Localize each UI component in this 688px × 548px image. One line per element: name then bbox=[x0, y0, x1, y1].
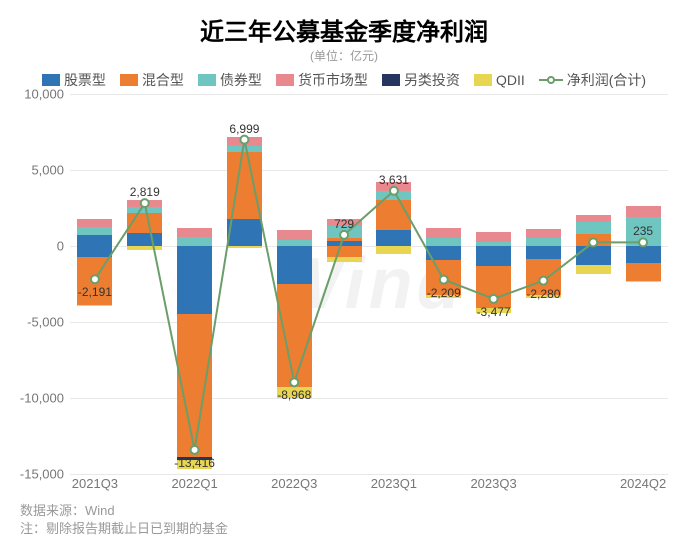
value-label: -2,280 bbox=[526, 287, 560, 301]
chart-footer: 数据来源：Wind 注：剔除报告期截止日已到期的基金 bbox=[20, 502, 228, 538]
legend-swatch bbox=[120, 74, 138, 86]
ytick-label: -5,000 bbox=[0, 315, 64, 330]
ytick-label: -10,000 bbox=[0, 391, 64, 406]
value-label: -3,477 bbox=[477, 305, 511, 319]
ytick-label: 5,000 bbox=[0, 163, 64, 178]
legend-label: QDII bbox=[496, 72, 525, 88]
value-label: 729 bbox=[334, 217, 354, 231]
chart-title: 近三年公募基金季度净利润 bbox=[0, 0, 688, 47]
legend-swatch bbox=[474, 74, 492, 86]
ytick-label: 10,000 bbox=[0, 87, 64, 102]
value-label: -2,191 bbox=[78, 285, 112, 299]
value-label: -8,968 bbox=[277, 388, 311, 402]
ytick-label: -15,000 bbox=[0, 467, 64, 482]
xtick-label: 2022Q3 bbox=[271, 476, 317, 491]
footer-note: 注：剔除报告期截止日已到期的基金 bbox=[20, 520, 228, 538]
legend-item: 货币市场型 bbox=[276, 70, 368, 90]
legend-label: 混合型 bbox=[142, 70, 184, 90]
legend-label: 股票型 bbox=[64, 70, 106, 90]
chart-subtitle: (单位：亿元) bbox=[0, 47, 688, 64]
legend-item: 净利润(合计) bbox=[539, 70, 646, 90]
legend-item: QDII bbox=[474, 70, 525, 90]
legend-item: 债券型 bbox=[198, 70, 262, 90]
value-label: 3,631 bbox=[379, 173, 409, 187]
value-label: -2,209 bbox=[427, 286, 461, 300]
ytick-label: 0 bbox=[0, 239, 64, 254]
legend-label: 另类投资 bbox=[404, 70, 460, 90]
value-label: 235 bbox=[633, 224, 653, 238]
gridline bbox=[70, 474, 668, 475]
legend-label: 债券型 bbox=[220, 70, 262, 90]
legend-swatch bbox=[198, 74, 216, 86]
legend-label: 净利润(合计) bbox=[567, 70, 646, 90]
xtick-label: 2022Q1 bbox=[171, 476, 217, 491]
chart-plot-area: Wind -15,000-10,000-5,00005,00010,000-2,… bbox=[70, 94, 668, 474]
xtick-label: 2023Q3 bbox=[470, 476, 516, 491]
line-series bbox=[70, 94, 668, 474]
value-label: 2,819 bbox=[130, 185, 160, 199]
legend-item: 混合型 bbox=[120, 70, 184, 90]
value-label: 6,999 bbox=[229, 122, 259, 136]
xtick-label: 2024Q2 bbox=[620, 476, 666, 491]
legend-label: 货币市场型 bbox=[298, 70, 368, 90]
value-label: -13,416 bbox=[174, 456, 215, 470]
xtick-label: 2023Q1 bbox=[371, 476, 417, 491]
legend-item: 另类投资 bbox=[382, 70, 460, 90]
legend: 股票型 混合型 债券型 货币市场型 另类投资 QDII 净利润(合计) bbox=[0, 64, 688, 94]
legend-swatch bbox=[382, 74, 400, 86]
xtick-label: 2021Q3 bbox=[72, 476, 118, 491]
legend-line-swatch bbox=[539, 74, 563, 86]
legend-swatch bbox=[42, 74, 60, 86]
footer-source: 数据来源：Wind bbox=[20, 502, 228, 520]
x-axis: 2021Q3 2022Q1 2022Q3 2023Q1 2023Q3 2024Q2 bbox=[70, 476, 668, 496]
legend-swatch bbox=[276, 74, 294, 86]
